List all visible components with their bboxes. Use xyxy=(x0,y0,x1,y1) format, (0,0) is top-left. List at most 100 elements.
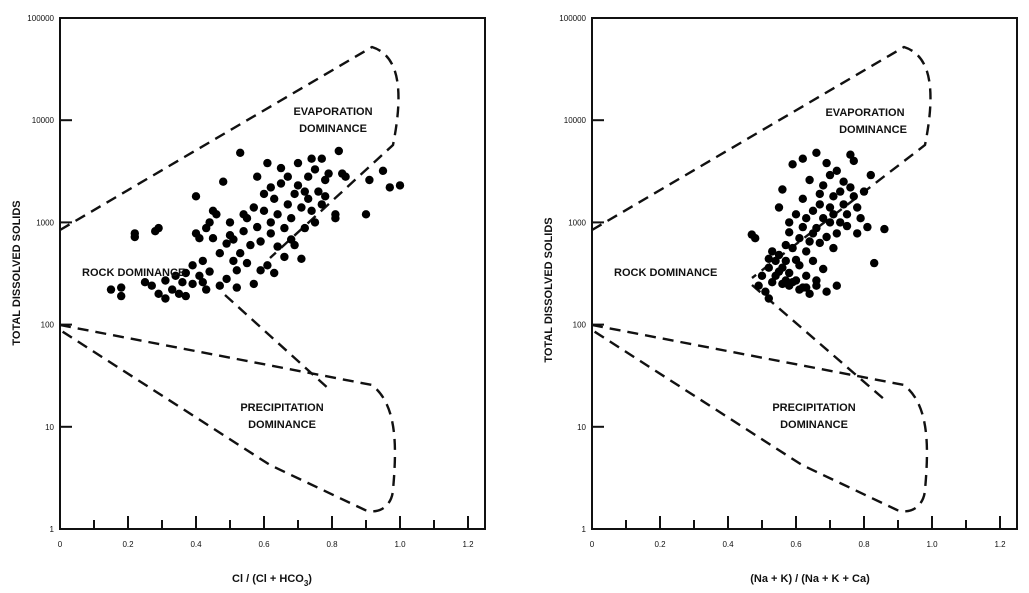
precipitation-boundary-line xyxy=(59,323,397,513)
region-label-evaporation-2: DOMINANCE xyxy=(299,123,367,135)
data-point xyxy=(205,267,214,276)
region-label-precipitation-1: PRECIPITATION xyxy=(240,402,323,414)
data-point xyxy=(287,214,296,223)
data-point xyxy=(798,222,807,232)
data-point xyxy=(778,185,787,194)
data-point xyxy=(195,271,204,280)
data-point xyxy=(232,266,241,275)
dominance-boundary-na xyxy=(591,45,932,513)
data-point xyxy=(795,261,804,270)
x-tick-label: 1.2 xyxy=(994,540,1006,549)
data-point xyxy=(768,247,777,256)
data-point xyxy=(178,278,187,287)
data-point xyxy=(321,192,330,201)
data-point xyxy=(866,170,875,180)
data-point xyxy=(276,179,286,188)
data-point xyxy=(825,203,835,212)
data-point xyxy=(808,206,818,215)
data-point xyxy=(117,283,126,292)
data-point xyxy=(304,194,313,203)
data-point xyxy=(859,187,869,196)
data-point xyxy=(819,264,828,274)
data-point xyxy=(764,263,773,272)
x-tick-label: 0.2 xyxy=(654,540,666,549)
data-point xyxy=(853,203,862,212)
data-point xyxy=(764,294,773,303)
y-tick-label: 1000 xyxy=(568,218,586,227)
region-label-rock: ROCK DOMINANCE xyxy=(82,267,185,279)
data-point xyxy=(181,291,190,301)
y-tick-label: 100 xyxy=(41,321,55,330)
data-point xyxy=(249,279,258,289)
data-point xyxy=(774,250,784,260)
data-point xyxy=(208,234,218,243)
y-ticks-cl: 1 10 100 1000 10000 100000 xyxy=(27,14,72,534)
data-point xyxy=(266,183,275,192)
data-point xyxy=(293,181,303,190)
data-point xyxy=(802,283,811,292)
data-point xyxy=(785,218,794,227)
data-point xyxy=(215,249,224,258)
x-tick-label: 0.6 xyxy=(790,540,802,549)
data-point xyxy=(754,281,763,290)
data-point xyxy=(812,148,821,157)
data-point xyxy=(273,242,282,251)
data-point xyxy=(130,229,139,238)
data-point xyxy=(259,206,269,215)
data-point xyxy=(829,192,838,201)
rock-boundary-line xyxy=(224,294,331,391)
data-point xyxy=(846,183,855,192)
data-point xyxy=(829,243,838,253)
x-tick-label: 1.0 xyxy=(394,540,406,549)
data-point xyxy=(853,229,862,238)
data-point xyxy=(849,192,858,201)
data-point xyxy=(751,234,760,243)
x-tick-label: 1.2 xyxy=(462,540,474,549)
evaporation-boundary-line xyxy=(591,45,932,279)
data-point xyxy=(297,254,306,263)
data-point xyxy=(154,223,163,233)
data-point xyxy=(825,170,835,180)
data-point xyxy=(395,181,405,190)
data-point xyxy=(229,235,238,244)
data-point xyxy=(236,249,245,258)
data-point xyxy=(317,154,326,163)
data-point xyxy=(815,200,824,209)
data-point xyxy=(385,183,394,192)
y-axis-title-cl: TOTAL DISSOLVED SOLIDS xyxy=(11,200,23,345)
data-point xyxy=(256,237,265,246)
x-tick-label: 0 xyxy=(58,540,63,549)
data-point xyxy=(181,268,190,278)
x-tick-label: 0 xyxy=(590,540,595,549)
data-point xyxy=(791,210,801,219)
data-point xyxy=(819,181,828,190)
data-point xyxy=(812,276,821,285)
data-point xyxy=(276,163,286,173)
y-tick-label: 1 xyxy=(50,525,55,534)
data-point xyxy=(307,154,316,163)
data-point xyxy=(791,276,801,285)
data-point xyxy=(219,177,228,186)
data-point xyxy=(253,222,262,232)
data-point xyxy=(764,254,773,263)
data-point xyxy=(246,240,255,250)
data-point xyxy=(812,223,821,233)
data-point xyxy=(300,223,309,233)
data-point xyxy=(863,222,872,232)
rock-boundary-line xyxy=(751,284,886,401)
data-point xyxy=(839,200,848,209)
x-axis-title-cl: Cl / (Cl + HCO3) xyxy=(232,573,312,588)
x-ticks-na: 0 0.2 0.4 0.6 0.8 1.0 1.2 xyxy=(590,516,1006,549)
data-point xyxy=(815,238,824,248)
data-point xyxy=(768,278,777,287)
data-point xyxy=(195,234,204,243)
data-point xyxy=(205,218,214,227)
evaporation-boundary-line xyxy=(59,45,400,259)
x-tick-label: 0.8 xyxy=(858,540,870,549)
data-point xyxy=(825,218,835,227)
data-point xyxy=(798,194,807,203)
data-point xyxy=(171,271,180,280)
data-point xyxy=(836,187,845,196)
data-point xyxy=(808,256,818,266)
dominance-boundary-cl xyxy=(59,45,400,513)
